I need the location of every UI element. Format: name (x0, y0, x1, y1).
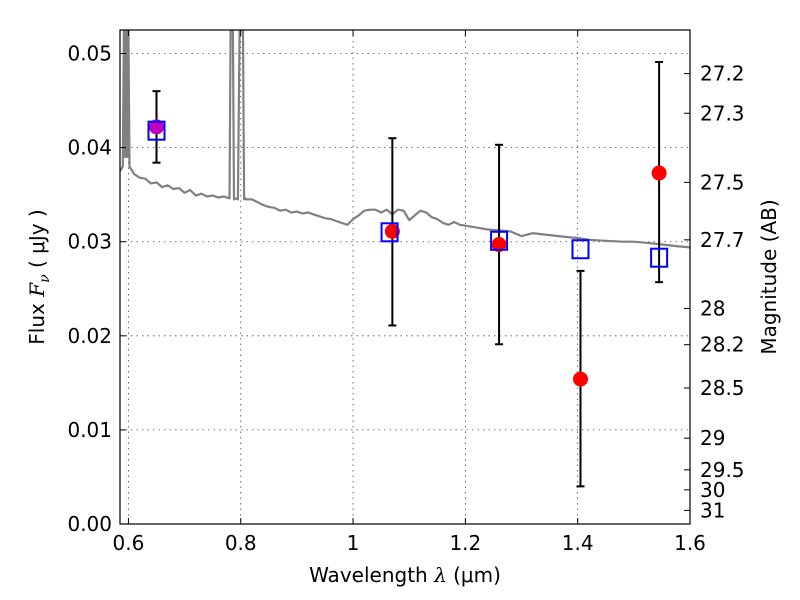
x-tick-label: 1.6 (674, 531, 706, 555)
x-tick-label: 1.2 (449, 531, 481, 555)
y-tick-label: 0.02 (67, 324, 112, 348)
ticks: 0.6 0.8 1 1.2 1.4 1.6 0.00 0.01 0.02 0.03 0.04 0.05… (67, 30, 745, 555)
right-tick-label: 28.2 (700, 333, 745, 357)
data-point (651, 165, 667, 181)
model-spectrum-line (120, 30, 690, 249)
plot-content (120, 30, 690, 488)
model-square-point (571, 239, 590, 260)
right-tick-label: 30 (700, 478, 725, 502)
right-tick-label: 27.3 (700, 101, 745, 125)
right-tick-label: 28 (700, 296, 725, 320)
right-tick-label: 27.5 (700, 170, 745, 194)
model-square-point (147, 120, 166, 141)
y-axis-title: Flux Fν ( μJy ) (25, 209, 53, 344)
y-tick-label: 0.05 (67, 42, 112, 66)
plot-frame (119, 29, 691, 525)
y-tick-label: 0.03 (67, 230, 112, 254)
model-square-point (650, 247, 669, 268)
y-tick-label: 0.04 (67, 136, 112, 160)
right-axis-title: Magnitude (AB) (757, 199, 781, 354)
right-tick-label: 27.7 (700, 228, 745, 252)
x-axis-title: Wavelength λ (μm) (309, 563, 501, 587)
x-tick-label: 1 (347, 531, 360, 555)
right-tick-label: 29 (700, 426, 725, 450)
data-point (572, 371, 588, 387)
right-tick-label: 31 (700, 498, 725, 522)
right-tick-label: 28.5 (700, 376, 745, 400)
model-square-point (490, 230, 509, 251)
data-point (149, 119, 165, 135)
x-tick-label: 0.8 (225, 531, 257, 555)
x-tick-label: 0.6 (113, 531, 145, 555)
model-square-point (380, 222, 399, 243)
y-tick-label: 0.00 (67, 512, 112, 536)
right-tick-label: 27.2 (700, 62, 745, 86)
y-tick-label: 0.01 (67, 418, 112, 442)
data-point (384, 223, 400, 239)
x-tick-label: 1.4 (562, 531, 594, 555)
data-point (491, 237, 507, 253)
right-tick-label: 29.5 (700, 458, 745, 482)
